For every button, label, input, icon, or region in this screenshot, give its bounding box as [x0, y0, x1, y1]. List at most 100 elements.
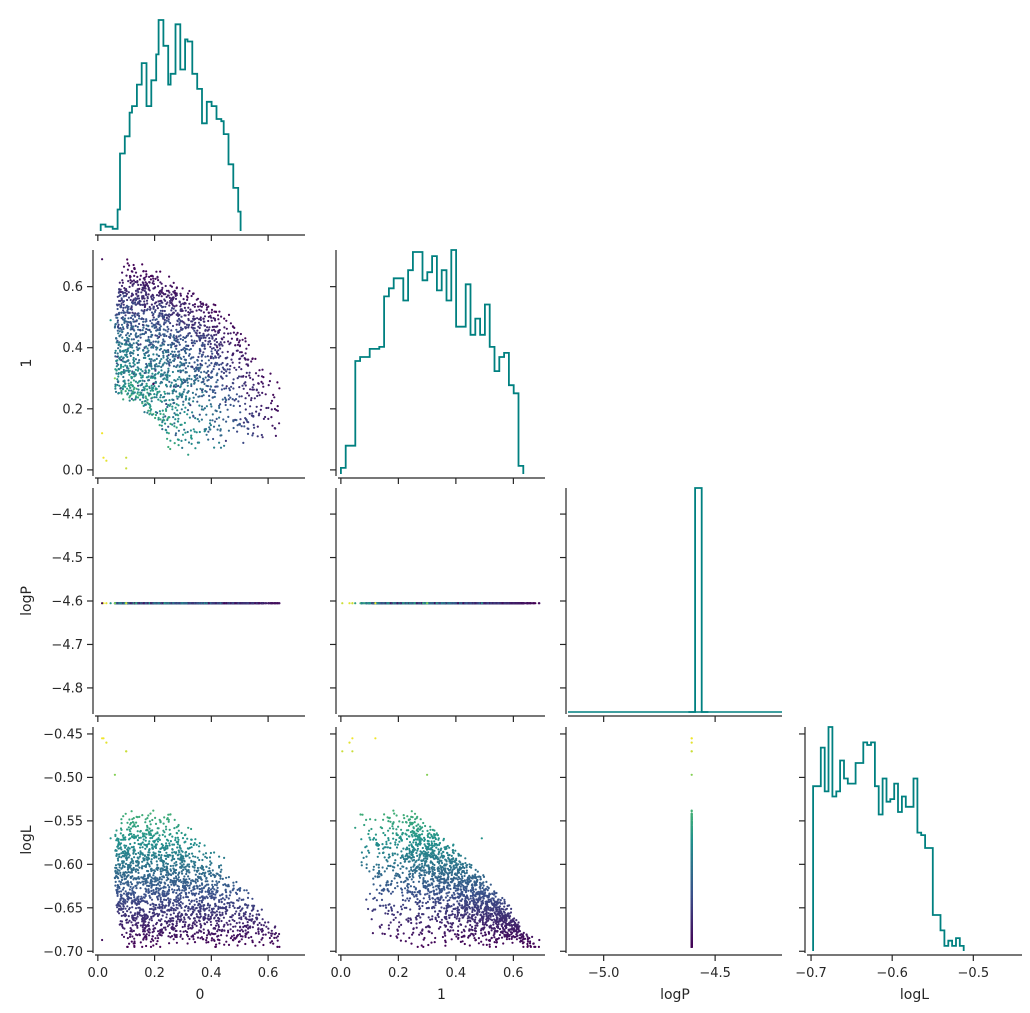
scatter-point: [233, 366, 236, 369]
scatter-point: [126, 387, 129, 390]
scatter-point: [228, 371, 231, 374]
scatter-point: [171, 405, 174, 408]
scatter-point: [203, 370, 206, 373]
scatter-point: [152, 359, 155, 362]
scatter-point: [130, 375, 133, 379]
scatter-point: [209, 345, 212, 348]
scatter-point: [199, 350, 202, 353]
scatter-point: [125, 353, 128, 356]
scatter-point: [118, 299, 121, 302]
scatter-point: [155, 325, 158, 328]
scatter-point: [162, 292, 165, 295]
scatter-point: [185, 379, 189, 382]
scatter-point: [183, 349, 187, 352]
scatter-point: [177, 417, 180, 420]
scatter-point: [190, 384, 193, 388]
scatter-point: [215, 417, 218, 420]
scatter-point: [180, 423, 183, 426]
scatter-point: [151, 386, 154, 389]
scatter-point: [192, 415, 195, 418]
scatter-point: [198, 430, 201, 434]
scatter-point: [208, 394, 211, 397]
scatter-point: [191, 391, 194, 394]
scatter-point: [115, 341, 118, 344]
scatter-point: [161, 341, 164, 345]
scatter-point: [227, 332, 230, 335]
scatter-point: [187, 365, 190, 368]
scatter-point: [207, 319, 210, 323]
scatter-point: [276, 602, 279, 605]
scatter-point: [191, 323, 194, 326]
scatter-point: [260, 375, 264, 378]
scatter-point: [152, 287, 155, 290]
scatter-point: [248, 371, 251, 374]
scatter-point: [127, 389, 131, 392]
scatter-point: [183, 421, 186, 424]
scatter-point: [147, 409, 150, 412]
scatter-point: [146, 365, 149, 368]
scatter-point: [157, 416, 160, 419]
scatter-point: [127, 317, 130, 320]
scatter-point: [120, 373, 123, 376]
scatter-point: [165, 431, 169, 434]
scatter-point: [148, 403, 151, 406]
scatter-point: [214, 385, 217, 388]
scatter-point: [211, 389, 214, 392]
scatter-point: [235, 393, 238, 396]
scatter-point: [225, 399, 228, 402]
scatter-point: [188, 402, 191, 405]
scatter-point: [153, 310, 157, 313]
scatter-point: [170, 293, 173, 296]
scatter-point: [202, 333, 205, 337]
scatter-point: [150, 333, 153, 336]
scatter-point: [247, 364, 250, 367]
scatter-point: [172, 388, 176, 391]
scatter-point: [172, 359, 175, 362]
scatter-point: [202, 317, 205, 320]
scatter-point: [170, 602, 173, 605]
scatter-point: [239, 351, 242, 354]
scatter-point: [165, 334, 168, 338]
scatter-point: [134, 271, 138, 274]
scatter-point: [240, 425, 243, 428]
scatter-point: [177, 369, 180, 372]
scatter-point: [165, 316, 168, 319]
scatter-point: [160, 424, 163, 427]
scatter-point: [159, 396, 162, 399]
scatter-point: [151, 372, 154, 375]
scatter-point: [132, 349, 135, 352]
scatter-point: [238, 339, 241, 342]
scatter-point: [122, 368, 125, 372]
scatter-point: [182, 369, 185, 372]
scatter-point: [216, 428, 219, 431]
scatter-point: [240, 351, 243, 354]
scatter-point: [256, 394, 259, 398]
scatter-point: [236, 331, 239, 334]
scatter-point: [122, 384, 125, 387]
scatter-point: [226, 356, 229, 359]
scatter-point: [147, 394, 151, 397]
scatter-point: [151, 318, 154, 321]
scatter-point: [117, 372, 120, 376]
scatter-point: [132, 392, 135, 395]
scatter-point: [249, 405, 252, 408]
scatter-point: [218, 328, 221, 332]
scatter-point: [261, 382, 264, 385]
scatter-point: [167, 349, 170, 352]
scatter-point: [151, 314, 154, 317]
scatter-point: [120, 323, 124, 326]
scatter-point: [156, 365, 159, 368]
scatter-point: [188, 361, 191, 365]
scatter-point: [250, 399, 253, 402]
scatter-point: [203, 347, 207, 350]
scatter-point: [218, 424, 221, 427]
scatter-point: [155, 393, 158, 396]
scatter-point: [235, 419, 238, 422]
scatter-point: [128, 285, 131, 288]
scatter-point: [124, 361, 127, 364]
scatter-point: [193, 361, 196, 364]
scatter-point: [127, 305, 130, 308]
scatter-point: [138, 287, 141, 290]
scatter-point: [196, 363, 199, 366]
scatter-point: [171, 324, 175, 328]
